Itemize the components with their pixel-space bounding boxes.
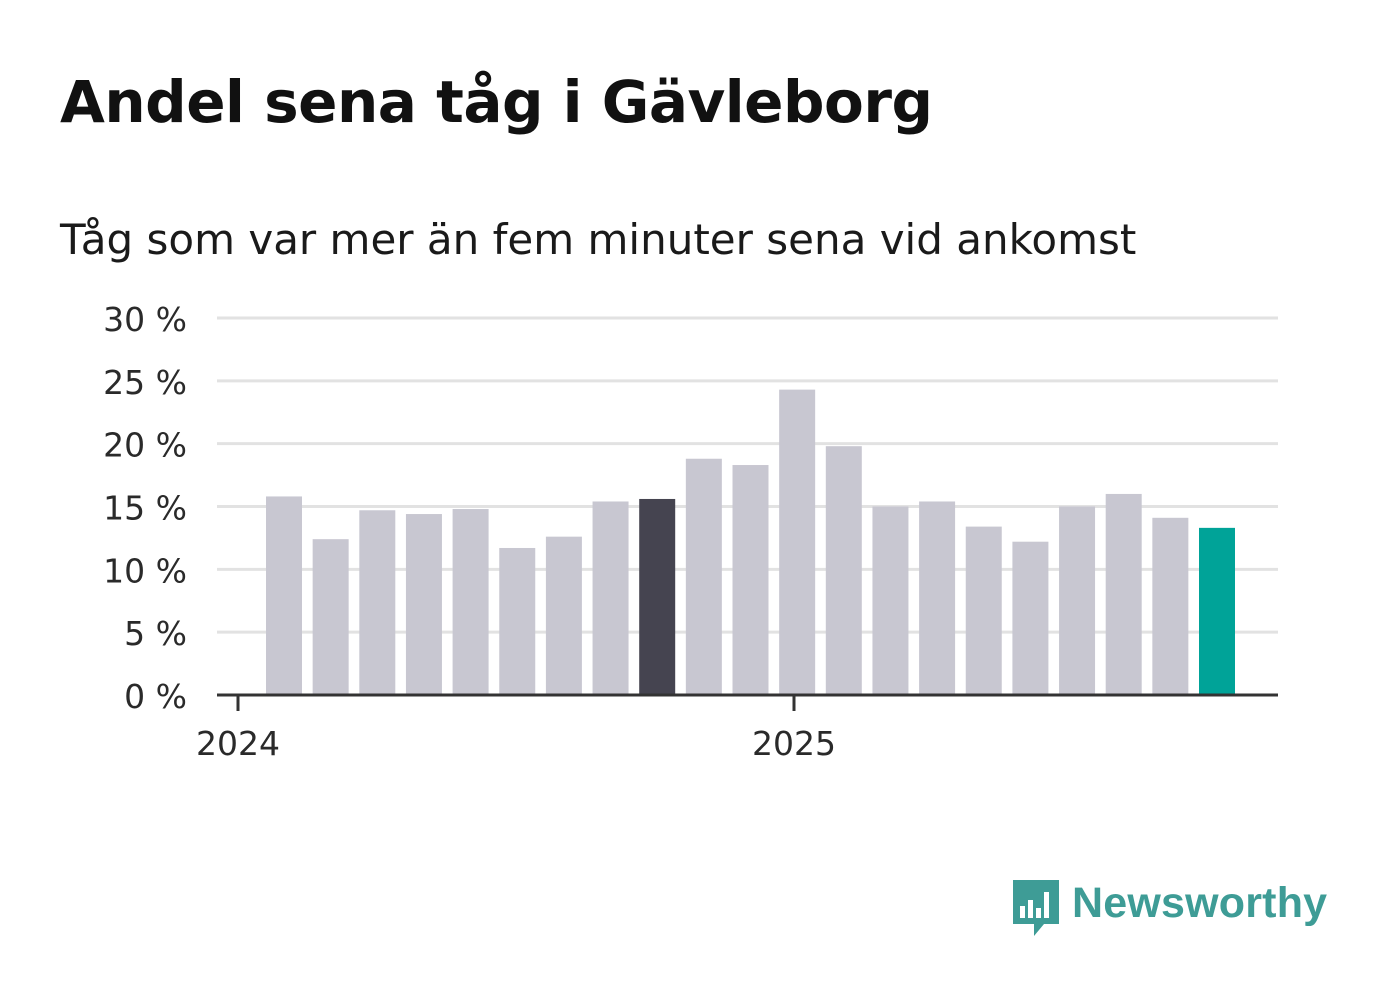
bar [359, 510, 396, 695]
bar [312, 539, 349, 695]
bar [545, 536, 582, 695]
bar [1012, 541, 1049, 695]
y-tick-label: 10 % [103, 551, 187, 590]
bar [919, 501, 956, 695]
newsworthy-logo-icon [1013, 880, 1059, 936]
chart-title: Andel sena tåg i Gävleborg [60, 68, 933, 136]
bar [1105, 493, 1142, 695]
bar [732, 465, 769, 695]
bar [639, 498, 676, 695]
bar [592, 501, 629, 695]
x-tick-label: 2024 [196, 724, 280, 763]
bar [452, 509, 489, 695]
bar [685, 458, 722, 695]
bar [965, 526, 1002, 695]
y-tick-label: 0 % [124, 677, 187, 716]
bar [1152, 517, 1189, 695]
newsworthy-logo: Newsworthy [1010, 878, 1327, 942]
y-tick-label: 5 % [124, 614, 187, 653]
bar [499, 547, 536, 695]
y-tick-label: 20 % [103, 426, 187, 465]
bar [405, 514, 442, 695]
y-tick-label: 25 % [103, 363, 187, 402]
bar [825, 446, 862, 695]
bar [266, 496, 302, 695]
x-tick-label: 2025 [752, 724, 836, 763]
bar [779, 389, 816, 695]
bar [1199, 527, 1235, 695]
newsworthy-logo-text: Newsworthy [1072, 879, 1328, 927]
chart-subtitle: Tåg som var mer än fem minuter sena vid … [60, 215, 1137, 264]
y-tick-label: 15 % [103, 489, 187, 528]
bar [872, 506, 909, 695]
y-tick-label: 30 % [103, 300, 187, 339]
bar [1059, 506, 1096, 695]
